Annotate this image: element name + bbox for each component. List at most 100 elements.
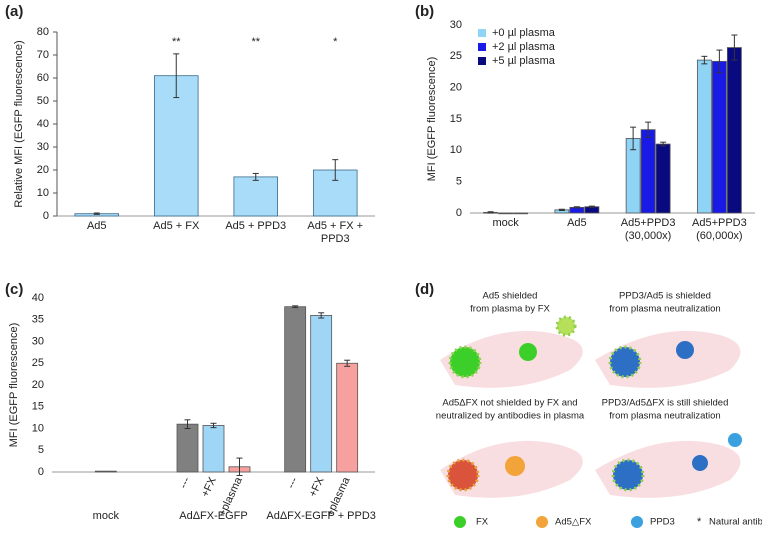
y-tick-label: 20 — [37, 164, 49, 176]
significance-label: ** — [251, 36, 260, 48]
y-tick-label: 10 — [37, 187, 49, 199]
caption: Ad5ΔFX not shielded by FX and — [442, 398, 577, 409]
x-tick-label-box: Ad5 + FX + PPD3 — [307, 220, 364, 245]
error-bar — [210, 422, 217, 429]
y-axis-title: MFI (EGFP fluorescence) — [8, 323, 20, 448]
y-tick-label: 30 — [32, 335, 44, 347]
bar — [640, 129, 656, 214]
error-bar — [292, 305, 299, 309]
bar — [711, 60, 727, 214]
y-axis-title: MFI (EGFP fluorescence) — [426, 57, 438, 182]
caption: from plasma neutralization — [609, 411, 720, 422]
y-tick-label: 30 — [450, 19, 462, 31]
error-bar — [344, 359, 351, 367]
legend-icon: * — [697, 516, 702, 528]
y-axis-title: Relative MFI (EGFP fluorescence) — [13, 40, 25, 207]
y-tick-label: 20 — [450, 82, 462, 94]
x-tick-label-box: Ad5+PPD3 (60,000x) — [692, 217, 747, 242]
error-bar — [701, 55, 708, 65]
bar — [513, 212, 529, 215]
caption: neutralized by antibodies in plasma — [436, 411, 585, 422]
y-tick-label: 80 — [37, 26, 49, 38]
error-bar — [573, 206, 580, 209]
ppd3-ad5dfx-particle — [611, 458, 645, 492]
x-tick-label-box: AdΔFX-EGFP — [179, 510, 248, 522]
error-bar — [716, 49, 723, 74]
bar-label: --- — [177, 475, 193, 490]
x-tick-label: mock — [92, 510, 119, 522]
ppd3-particle — [728, 433, 742, 447]
bar — [696, 59, 712, 214]
bar — [726, 47, 742, 214]
x-tick-label: Ad5+PPD3 (60,000x) — [692, 217, 747, 242]
y-tick-label: 0 — [43, 210, 49, 222]
bar — [336, 362, 359, 473]
y-tick-label: 5 — [456, 176, 462, 188]
significance-label: ** — [172, 36, 181, 48]
bar — [310, 314, 333, 473]
x-tick-label-box: Ad5+PPD3 (30,000x) — [620, 217, 676, 242]
y-tick-label: 0 — [38, 466, 44, 478]
panel-label: (a) — [5, 3, 23, 20]
bar — [655, 143, 671, 214]
x-tick-label: Ad5 + PPD3 — [225, 220, 287, 232]
y-tick-label: 50 — [37, 95, 49, 107]
x-tick-label: Ad5 + FX + PPD3 — [307, 220, 364, 245]
ad5-particle — [555, 315, 577, 337]
y-tick-label: 10 — [32, 422, 44, 434]
y-tick-label: 40 — [37, 118, 49, 130]
bar — [94, 470, 117, 473]
vessel — [440, 330, 583, 388]
legend-icon — [631, 516, 643, 528]
legend-label: Natural antibody — [709, 517, 762, 528]
caption: from plasma neutralization — [609, 304, 720, 315]
error-bar — [660, 141, 667, 147]
bar — [233, 176, 279, 217]
bar — [202, 425, 225, 473]
y-tick-label: 15 — [450, 113, 462, 125]
x-tick-label-box: Ad5 + PPD3 — [225, 220, 287, 232]
bar-label: +FX — [199, 475, 219, 499]
error-bar — [184, 419, 191, 429]
legend-label: PPD3 — [650, 517, 675, 528]
y-tick-label: 20 — [32, 379, 44, 391]
error-bar — [731, 34, 738, 61]
x-tick-label: AdΔFX-EGFP — [179, 510, 248, 522]
y-tick-label: 70 — [37, 49, 49, 61]
x-tick-label-box: Ad5 — [567, 217, 587, 229]
legend-swatch — [478, 43, 486, 51]
x-tick-label: mock — [492, 217, 519, 229]
ad5dfx-particle — [446, 458, 480, 492]
y-tick-label: 30 — [37, 141, 49, 153]
ppd3-ad5-particle — [676, 341, 694, 359]
y-tick-label: 25 — [450, 50, 462, 62]
error-bar — [332, 159, 339, 181]
legend-label: FX — [476, 517, 489, 528]
y-tick-label: 40 — [32, 292, 44, 304]
caption: PPD3/Ad5 is shielded — [619, 291, 711, 302]
y-tick-label: 0 — [456, 207, 462, 219]
x-tick-label: Ad5 + FX — [153, 220, 200, 232]
x-tick-label-box: Ad5 + FX — [153, 220, 200, 232]
error-bar — [173, 53, 180, 99]
y-tick-label: 60 — [37, 72, 49, 84]
legend-swatch — [478, 57, 486, 65]
caption: from plasma by FX — [470, 304, 550, 315]
error-bar — [318, 312, 325, 319]
y-tick-label: 5 — [38, 444, 44, 456]
error-bar — [236, 457, 243, 476]
panel-label: (b) — [415, 3, 434, 20]
legend-label: Ad5△FX — [555, 517, 592, 528]
error-bar — [93, 212, 100, 215]
y-tick-label: 25 — [32, 357, 44, 369]
panel-label: (c) — [5, 281, 23, 298]
x-tick-label: Ad5+PPD3 (30,000x) — [620, 217, 676, 242]
legend-label: +0 µl plasma — [492, 27, 556, 39]
legend-icon — [536, 516, 548, 528]
panel-label: (d) — [415, 281, 434, 298]
x-tick-label-box: Ad5 — [87, 220, 107, 232]
legend-swatch — [478, 29, 486, 37]
x-tick-label-box: AdΔFX-EGFP + PPD3 — [266, 510, 376, 522]
error-bar — [252, 172, 259, 181]
